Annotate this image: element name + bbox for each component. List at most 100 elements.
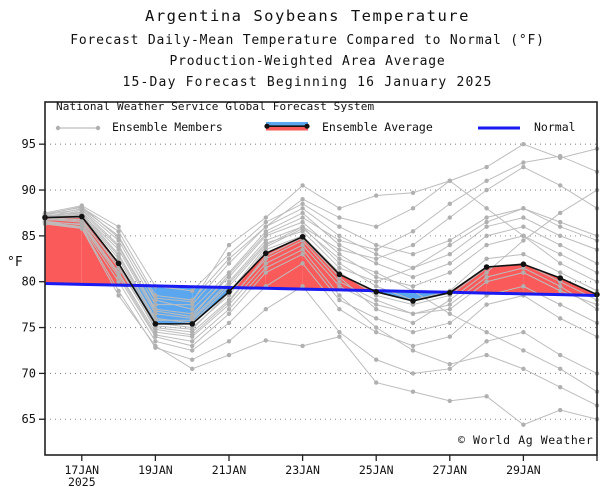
member-point [558,407,563,413]
member-point [558,288,563,294]
member-point [521,366,526,372]
member-point [484,233,489,239]
member-point [226,281,232,286]
member-point [410,329,416,335]
member-point [337,242,342,248]
member-point [226,252,232,257]
member-point [521,252,526,257]
x-tick-label: 27JAN [432,463,467,477]
member-point [79,204,85,209]
y-tick-label: 70 [22,366,36,380]
member-line [44,180,598,303]
member-point [263,231,268,237]
member-point [558,233,563,239]
member-point [337,256,342,261]
chart-subtitle-period: 15-Day Forecast Beginning 16 January 202… [122,75,493,90]
member-point [116,224,121,229]
member-point [263,265,268,271]
member-point [190,366,195,372]
member-point [337,261,342,266]
member-point [374,274,379,280]
member-point [447,270,452,275]
member-point [374,380,379,385]
ensemble-average-point [263,250,269,257]
member-point [263,241,268,246]
member-point [447,398,452,404]
member-point [447,215,452,220]
member-point [300,215,305,220]
member-point [484,164,489,170]
member-point [374,325,379,330]
member-point [374,329,379,335]
member-point [337,247,342,252]
member-point [558,284,563,289]
member-point [116,293,121,298]
y-tick-label: 75 [22,321,36,335]
member-point [374,302,379,307]
member-line [44,222,598,374]
member-point [300,206,305,211]
ensemble-average-point [520,261,527,268]
member-point [153,339,158,344]
normal-line [44,282,598,297]
member-point [410,371,416,376]
member-point [337,215,342,220]
member-point [484,224,489,229]
member-point [447,297,452,303]
member-point [374,242,379,248]
member-point [226,307,232,312]
y-tick-label: 95 [22,137,36,151]
member-point [337,233,342,239]
member-point [263,244,268,250]
member-line [44,189,598,336]
member-point [337,307,342,312]
member-point [558,261,563,266]
ensemble-average-point [115,260,122,267]
member-point [116,279,121,284]
member-point [410,206,416,211]
member-point [521,422,526,427]
member-point [374,247,379,252]
member-point [410,284,416,289]
member-point [410,190,416,195]
member-point [190,327,195,332]
ensemble-average-point [557,275,563,281]
member-line [44,143,598,301]
x-tick-label: 29JAN [506,463,541,477]
fill-above-normal [45,216,82,285]
member-point [374,270,379,275]
member-point [447,302,452,307]
member-point [521,329,526,335]
member-point [521,233,526,239]
legend-label-ensemble-members: Ensemble Members [112,120,223,134]
member-point [263,261,268,266]
member-point [190,343,195,349]
member-point [447,311,452,316]
ensemble-average-point [79,213,85,220]
member-point [558,219,563,225]
member-point [558,302,563,307]
member-point [521,224,526,229]
member-point [300,183,305,188]
x-tick-label: 21JAN [212,463,247,477]
member-point [521,206,526,211]
fill-above-normal [486,264,524,294]
member-point [374,279,379,284]
member-point [521,215,526,220]
member-point [484,178,489,184]
ensemble-average-line [44,215,598,325]
member-point [226,352,232,358]
member-point [226,261,232,266]
member-point [263,224,268,229]
member-point [190,307,195,312]
member-point [190,357,195,362]
member-point [116,244,121,250]
member-line [44,220,598,347]
member-point [263,215,268,220]
x-tick-label: 23JAN [285,463,320,477]
member-point [374,316,379,321]
member-point [484,339,489,344]
member-point [300,219,305,225]
y-tick-label: 65 [22,412,36,426]
member-point [484,206,489,211]
